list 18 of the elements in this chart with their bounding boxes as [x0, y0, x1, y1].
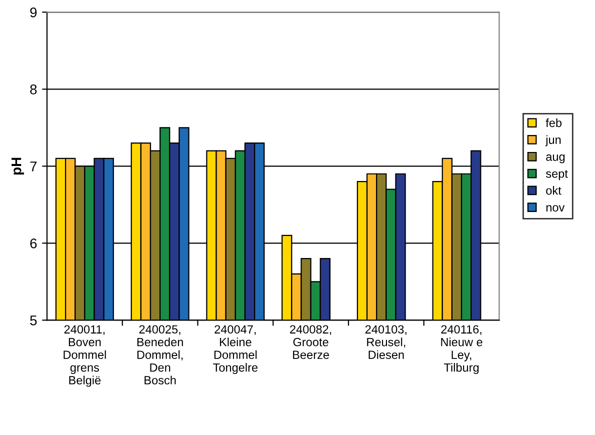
x-tick-label: 240082, Groote Beerze [290, 325, 332, 359]
x-tick-label: 240047, Kleine Dommel Tongelre [213, 325, 258, 374]
x-tick-label: 240116, Nieuw e Ley, Tilburg [441, 325, 482, 374]
y-axis-title: pH [12, 158, 24, 175]
legend-label: okt [546, 186, 562, 195]
legend-label: jun [545, 135, 561, 146]
x-tick-label: 240103, Reusel, Diesen [365, 325, 406, 359]
y-tick-label: 5 [30, 316, 37, 326]
legend-label: aug [546, 154, 565, 164]
legend-label: sept [546, 170, 568, 180]
legend-label: nov [546, 205, 565, 212]
y-tick-label: 7 [30, 162, 37, 172]
y-tick-label: 8 [30, 84, 37, 94]
y-tick-label: 9 [30, 8, 37, 18]
x-tick-label: 240011, Boven Dommel grens België [64, 325, 106, 387]
x-tick-label: 240025, Beneden Dommel, Den Bosch [137, 325, 183, 384]
legend-label: feb [546, 118, 562, 128]
y-tick-label: 6 [30, 238, 37, 248]
